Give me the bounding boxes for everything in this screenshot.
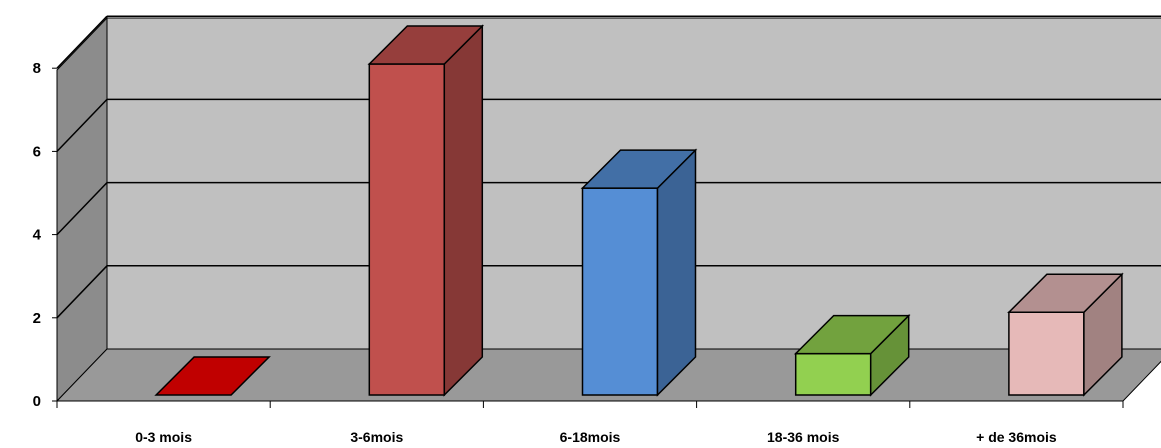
bar-top <box>1007 273 1124 313</box>
gridline-side <box>56 15 108 69</box>
gridline-side <box>56 182 108 236</box>
x-axis-labels: 0-3 mois 3-6mois 6-18mois 18-36 mois + de 36… <box>135 429 1057 445</box>
gridline-side <box>56 98 108 152</box>
y-tick-label: 0 <box>33 393 41 410</box>
bar <box>1007 272 1124 397</box>
y-tick-label: 2 <box>33 310 41 327</box>
y-tick-label: 8 <box>33 60 41 77</box>
y-tick-label: 6 <box>33 143 41 160</box>
bar-top <box>793 314 911 355</box>
x-category-label: 3-6mois <box>350 429 403 445</box>
bar-front <box>794 352 872 396</box>
bar <box>793 313 911 397</box>
bar-side <box>656 148 697 397</box>
y-axis-ticks: 0246810121416 <box>33 60 57 410</box>
bar-top <box>154 356 271 396</box>
x-category-label: 18-36 mois <box>767 429 840 445</box>
bar-front <box>1008 311 1085 396</box>
bar-front <box>368 63 446 396</box>
bars <box>154 24 1124 397</box>
bar-top <box>367 25 485 65</box>
y-tick-label: 4 <box>33 227 42 244</box>
x-category-label: 6-18mois <box>560 429 621 445</box>
bar <box>154 356 271 396</box>
bar-front <box>581 187 659 396</box>
gridline-side <box>56 265 108 319</box>
bar-side <box>443 24 484 397</box>
bar <box>367 24 485 397</box>
bar <box>580 148 698 397</box>
x-category-label: + de 36mois <box>976 429 1057 445</box>
x-category-label: 0-3 mois <box>135 429 192 445</box>
bar-top <box>580 149 698 189</box>
axes <box>56 70 1124 408</box>
